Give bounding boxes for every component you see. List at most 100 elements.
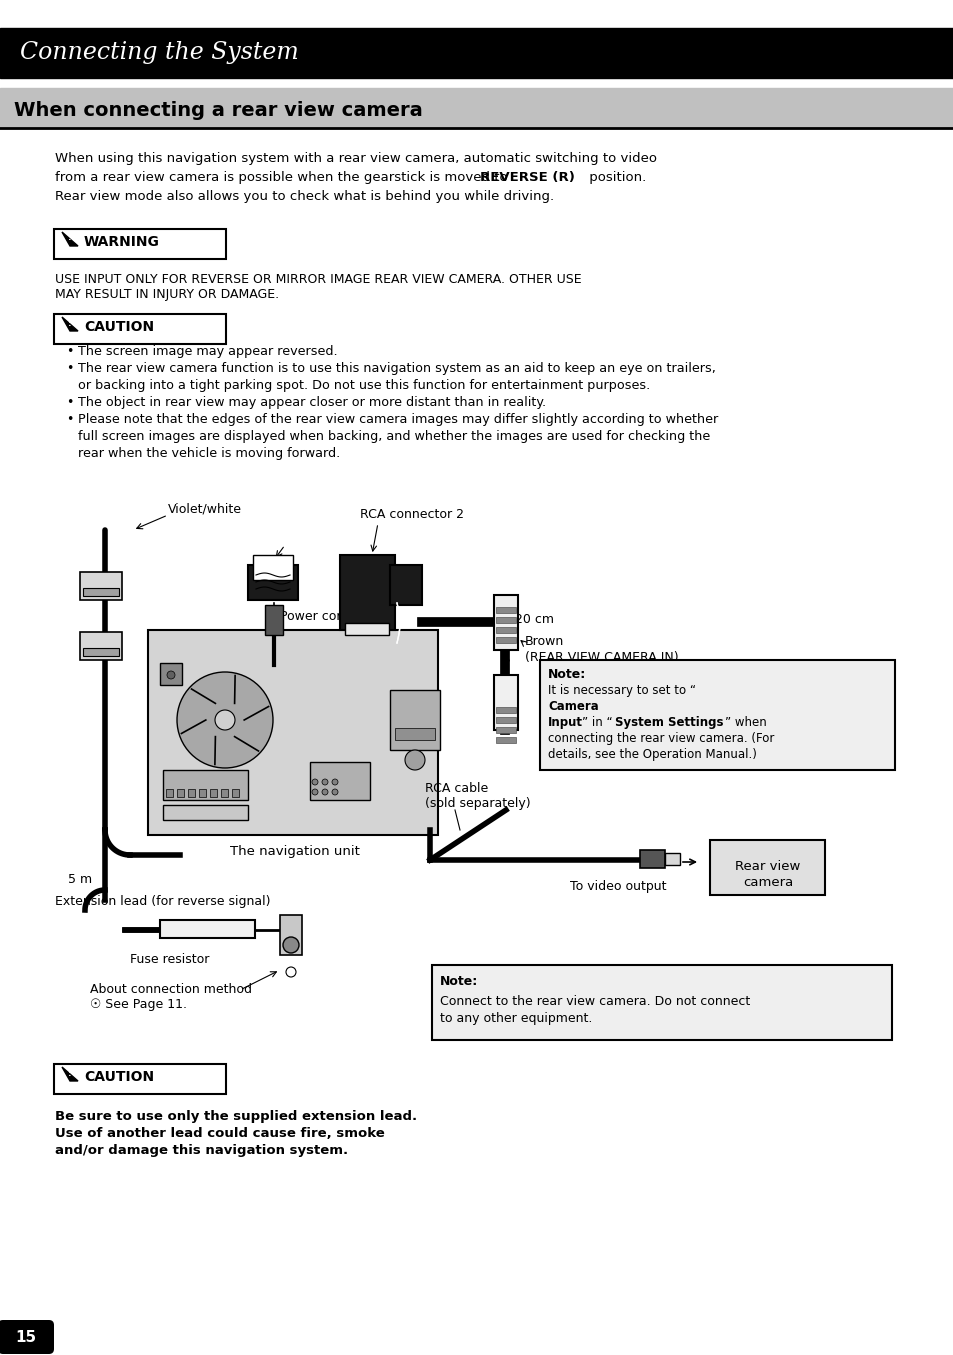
Bar (496, 607, 516, 612)
Circle shape (405, 751, 424, 770)
Circle shape (286, 967, 295, 977)
Text: To video output: To video output (569, 879, 666, 893)
Polygon shape (62, 232, 78, 247)
Bar (166, 789, 172, 797)
Circle shape (177, 672, 273, 768)
Bar (83, 648, 119, 656)
Text: Camera: Camera (547, 701, 598, 713)
Text: RCA connector 2: RCA connector 2 (359, 508, 463, 522)
Text: 20 cm: 20 cm (515, 612, 554, 626)
Polygon shape (62, 317, 78, 331)
Bar (494, 675, 517, 730)
Text: Note:: Note: (547, 668, 586, 682)
Bar (395, 728, 435, 740)
Text: •: • (66, 413, 73, 425)
Bar (188, 789, 194, 797)
Circle shape (322, 779, 328, 785)
Bar (221, 789, 228, 797)
Bar (496, 717, 516, 724)
Text: Connecting the System: Connecting the System (20, 42, 298, 65)
Bar (199, 789, 206, 797)
Text: USE INPUT ONLY FOR REVERSE OR MIRROR IMAGE REAR VIEW CAMERA. OTHER USE: USE INPUT ONLY FOR REVERSE OR MIRROR IMA… (55, 272, 581, 286)
Text: •: • (66, 396, 73, 409)
Bar (80, 572, 122, 600)
Bar (496, 637, 516, 644)
FancyBboxPatch shape (54, 229, 226, 259)
Text: MAY RESULT IN INJURY OR DAMAGE.: MAY RESULT IN INJURY OR DAMAGE. (55, 289, 279, 301)
Circle shape (167, 671, 174, 679)
Text: Rear view mode also allows you to check what is behind you while driving.: Rear view mode also allows you to check … (55, 190, 554, 203)
Bar (253, 556, 293, 580)
Text: or backing into a tight parking spot. Do not use this function for entertainment: or backing into a tight parking spot. Do… (78, 379, 650, 392)
Text: details, see the Operation Manual.): details, see the Operation Manual.) (547, 748, 756, 762)
Bar (496, 737, 516, 743)
Bar (280, 915, 302, 955)
Text: WARNING: WARNING (84, 234, 160, 249)
Text: •: • (66, 346, 73, 358)
Circle shape (312, 789, 317, 795)
Text: camera: camera (742, 875, 792, 889)
Text: Brown: Brown (524, 635, 563, 648)
Text: and/or damage this navigation system.: and/or damage this navigation system. (55, 1144, 348, 1157)
Text: (REAR VIEW CAMERA IN): (REAR VIEW CAMERA IN) (524, 650, 678, 664)
Bar (83, 588, 119, 596)
Bar (496, 627, 516, 633)
Text: The navigation unit: The navigation unit (230, 846, 359, 858)
Text: CAUTION: CAUTION (84, 320, 154, 333)
Circle shape (214, 710, 234, 730)
Text: connecting the rear view camera. (For: connecting the rear view camera. (For (547, 732, 774, 745)
Bar (0, 28, 953, 79)
Bar (390, 690, 439, 751)
Text: full screen images are displayed when backing, and whether the images are used f: full screen images are displayed when ba… (78, 430, 709, 443)
Text: When connecting a rear view camera: When connecting a rear view camera (14, 100, 422, 119)
Text: Be sure to use only the supplied extension lead.: Be sure to use only the supplied extensi… (55, 1110, 416, 1123)
Circle shape (332, 779, 337, 785)
Bar (80, 631, 122, 660)
FancyBboxPatch shape (54, 1064, 226, 1093)
Text: Use of another lead could cause fire, smoke: Use of another lead could cause fire, sm… (55, 1127, 384, 1140)
FancyBboxPatch shape (0, 1320, 54, 1354)
Text: RCA cable: RCA cable (424, 782, 488, 795)
Text: System Settings: System Settings (615, 715, 722, 729)
Text: The screen image may appear reversed.: The screen image may appear reversed. (78, 346, 337, 358)
Bar (496, 728, 516, 733)
Text: REVERSE (R): REVERSE (R) (479, 171, 575, 184)
Bar (148, 630, 437, 835)
Bar (310, 762, 370, 799)
Bar (160, 663, 182, 686)
Text: !: ! (68, 233, 71, 243)
Text: ☉ See Page 11.: ☉ See Page 11. (90, 999, 187, 1011)
Text: !: ! (68, 1069, 71, 1077)
Text: position.: position. (584, 171, 645, 184)
Text: Power cord: Power cord (280, 610, 349, 623)
Text: •: • (66, 362, 73, 375)
Text: Please note that the edges of the rear view camera images may differ slightly ac: Please note that the edges of the rear v… (78, 413, 718, 425)
Circle shape (332, 789, 337, 795)
Circle shape (283, 938, 298, 953)
Bar (163, 805, 248, 820)
Text: 5 m: 5 m (68, 873, 92, 886)
Bar (709, 840, 824, 896)
Bar (345, 623, 389, 635)
Text: About connection method: About connection method (90, 982, 252, 996)
Bar (163, 770, 248, 799)
Bar (390, 565, 421, 604)
Text: Rear view: Rear view (735, 860, 800, 873)
Text: Connect to the rear view camera. Do not connect: Connect to the rear view camera. Do not … (439, 995, 749, 1008)
Text: The object in rear view may appear closer or more distant than in reality.: The object in rear view may appear close… (78, 396, 545, 409)
Bar (664, 854, 679, 864)
Bar (177, 789, 184, 797)
Text: ” in “: ” in “ (581, 715, 612, 729)
Circle shape (312, 779, 317, 785)
Bar (160, 920, 254, 938)
Text: It is necessary to set to “: It is necessary to set to “ (547, 684, 696, 696)
Polygon shape (62, 1066, 78, 1081)
Bar (539, 660, 894, 770)
Text: 15: 15 (15, 1331, 36, 1346)
Text: Fuse resistor: Fuse resistor (130, 953, 209, 966)
Bar (496, 617, 516, 623)
FancyBboxPatch shape (54, 314, 226, 344)
Text: Input: Input (547, 715, 582, 729)
Text: rear when the vehicle is moving forward.: rear when the vehicle is moving forward. (78, 447, 340, 459)
Text: ” when: ” when (724, 715, 766, 729)
